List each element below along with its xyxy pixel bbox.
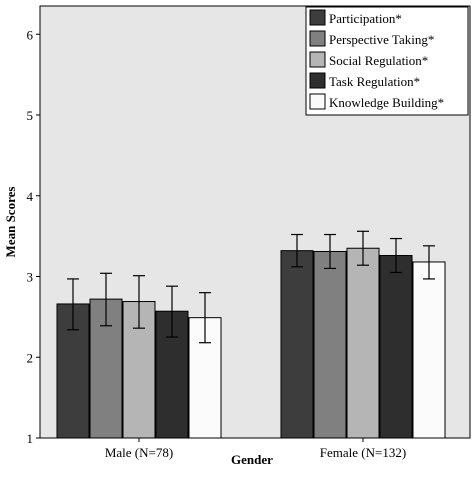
x-axis: Male (N=78) Female (N=132) [105,438,406,460]
legend-label: Social Regulation* [329,53,428,68]
legend-label: Knowledge Building* [329,95,444,110]
y-axis-label: Mean Scores [3,187,18,258]
y-tick-label: 3 [27,270,34,285]
y-tick-label: 4 [27,189,34,204]
bar-female-0 [280,250,314,439]
bar-female-2 [346,247,380,439]
y-tick-label: 2 [27,350,34,365]
legend-swatch [309,30,326,47]
legend-swatch [309,93,326,110]
y-tick-label: 1 [27,431,34,446]
legend-swatch [309,51,326,68]
legend-swatch [309,72,326,89]
y-tick-label: 6 [27,27,34,42]
legend-label: Task Regulation* [329,74,420,89]
legend-box [305,6,469,116]
bar-female-1 [313,250,347,439]
bar-female-4 [412,261,446,439]
legend: Participation* Perspective Taking* Social … [305,6,469,116]
bar-female-3 [379,255,413,439]
x-tick-label: Male (N=78) [105,445,173,460]
error-bars-group [67,230,435,344]
y-axis: 1 2 3 4 5 6 [27,27,40,446]
x-axis-label: Gender [231,452,273,467]
y-tick-label: 5 [27,108,34,123]
x-tick-label: Female (N=132) [320,445,406,460]
legend-label: Perspective Taking* [329,32,434,47]
legend-label: Participation* [329,11,402,26]
legend-swatch [309,9,326,26]
